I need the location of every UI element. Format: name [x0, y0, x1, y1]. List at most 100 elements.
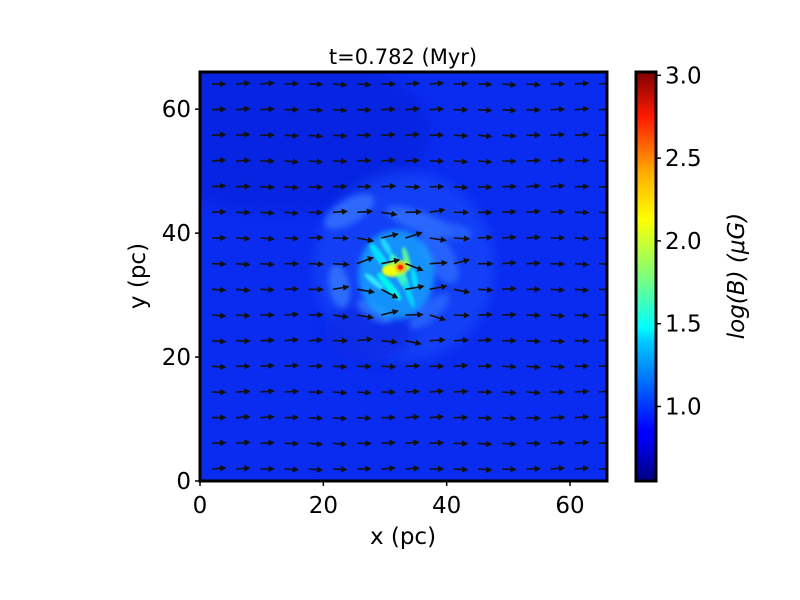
y-tick-label: 60: [162, 97, 191, 123]
field-vector: [478, 414, 493, 422]
field-vector: [308, 466, 324, 473]
colorbar-tick-label: 3.0: [665, 63, 702, 89]
field-vector: [332, 284, 350, 291]
field-vector: [332, 466, 348, 473]
field-vector: [598, 209, 607, 217]
higher-field-region: [382, 265, 399, 276]
field-vector: [332, 208, 349, 215]
filament: [324, 194, 375, 229]
field-vector: [502, 389, 517, 396]
field-vector: [574, 465, 590, 472]
field-vector: [405, 231, 423, 239]
field-vector: [574, 157, 590, 164]
field-vector: [308, 107, 324, 114]
field-vector: [236, 439, 251, 446]
field-vector: [429, 236, 447, 243]
field-vector: [260, 183, 275, 191]
field-vector: [598, 235, 607, 242]
field-vector: [453, 388, 469, 395]
y-tick-label: 20: [162, 345, 191, 371]
field-vector: [429, 283, 448, 291]
field-vector: [453, 158, 469, 165]
field-vector: [598, 442, 607, 445]
field-vector: [453, 235, 471, 242]
field-vector: [574, 80, 590, 87]
field-vector: [598, 413, 607, 421]
field-vector: [405, 80, 421, 87]
filament: [436, 223, 473, 240]
field-vector: [211, 286, 227, 294]
field-vector: [357, 336, 374, 343]
field-vector: [332, 440, 348, 448]
field-vector: [526, 414, 541, 422]
field-vector: [526, 338, 541, 345]
field-vector: [284, 184, 300, 191]
field-vector: [405, 105, 421, 113]
field-vector: [453, 132, 469, 139]
field-vector: [260, 105, 275, 113]
field-vector: [332, 107, 348, 114]
field-vector: [381, 157, 396, 164]
field-vector: [405, 283, 425, 291]
field-vector: [477, 466, 493, 473]
field-vector: [478, 234, 494, 241]
y-tick-label: 40: [162, 221, 191, 247]
field-vector: [405, 388, 421, 395]
colorbar: 1.0 1.5 2.0 2.5 3.0 log(B) (μG): [634, 63, 750, 483]
field-vector: [502, 285, 517, 293]
field-vector: [332, 81, 348, 88]
colorbar-tick-label: 2.5: [665, 146, 702, 172]
field-vector: [236, 80, 251, 87]
field-vector: [380, 288, 399, 299]
field-vector: [405, 131, 421, 138]
field-vector: [550, 208, 566, 216]
field-vector: [405, 339, 422, 346]
field-vector: [526, 363, 541, 371]
field-vector: [236, 235, 251, 242]
low-field-region: [200, 72, 430, 212]
field-vector: [211, 157, 227, 164]
field-vector: [211, 465, 227, 472]
field-vector: [260, 413, 275, 421]
field-vector: [211, 439, 227, 447]
field-vector: [453, 257, 471, 265]
field-vector: [502, 363, 517, 370]
field-vector: [477, 132, 493, 140]
field-vector: [574, 388, 590, 395]
colorbar-gradient: [636, 72, 656, 481]
field-vector: [502, 234, 517, 241]
field-vector: [526, 182, 541, 190]
field-vector: [478, 337, 493, 344]
heatmap-field: [200, 72, 495, 362]
field-vector: [236, 157, 251, 164]
field-vector: [236, 261, 251, 268]
colorbar-frame: [634, 70, 658, 483]
field-vector: [598, 339, 607, 342]
field-vector: [260, 209, 275, 217]
field-vector: [429, 80, 445, 87]
field-vector: [478, 158, 493, 165]
field-vector: [526, 81, 541, 88]
field-vector: [550, 157, 566, 164]
field-vector: [284, 235, 300, 242]
field-vector: [381, 465, 396, 472]
field-vector: [356, 256, 375, 265]
field-vector: [478, 440, 493, 448]
field-vector: [478, 286, 494, 294]
x-tick-label: 0: [193, 493, 208, 519]
field-vector: [236, 388, 251, 395]
field-vector: [357, 157, 372, 164]
filament: [356, 299, 393, 324]
y-axis-label: y (pc): [125, 243, 151, 309]
field-vector: [236, 312, 251, 319]
field-vector: [478, 183, 493, 191]
field-vector: [405, 413, 421, 421]
field-vector: [332, 313, 349, 320]
field-vector: [284, 158, 300, 165]
field-vector: [453, 466, 469, 473]
field-vector: [308, 440, 324, 448]
field-vector: [502, 466, 517, 473]
dense-streak: [410, 268, 418, 289]
field-vector: [308, 183, 324, 191]
